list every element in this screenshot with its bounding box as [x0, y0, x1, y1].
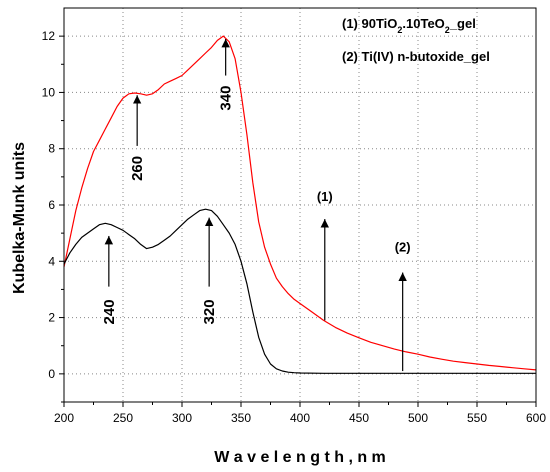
y-tick-label: 2 — [48, 311, 55, 325]
legend-subscript: 2 — [445, 25, 450, 35]
series-layer — [63, 35, 537, 374]
peak-label-340: 340 — [218, 86, 235, 111]
peak-label-260: 260 — [129, 156, 146, 181]
y-axis-title: Kubelka-Munk units — [11, 142, 28, 294]
x-tick-label: 500 — [408, 411, 428, 425]
y-tick-label: 8 — [48, 142, 55, 156]
legend-subscript: 2 — [397, 25, 402, 35]
peak-label-240: 240 — [101, 299, 118, 324]
curve-label: (2) — [395, 239, 411, 254]
legend: (1) 90TiO2.10TeO2_gel (2) Ti(IV) n-butox… — [342, 16, 490, 64]
y-tick-label: 4 — [48, 254, 55, 268]
legend-text-part: (2) Ti(IV) n-butoxide_gel — [342, 49, 490, 64]
x-tick-label: 600 — [526, 411, 546, 425]
x-tick-label: 450 — [349, 411, 369, 425]
x-axis-title: W a v e l e n g t h , n m — [214, 449, 386, 466]
annotations: 260 340 240 320 (1) (2) — [101, 38, 411, 372]
axes: 200 250 300 350 400 450 500 550 600 0 2 4 6 8 10 12 — [42, 7, 546, 425]
y-tick-label: 6 — [48, 198, 55, 212]
y-tick-label: 10 — [42, 85, 56, 99]
series-line-2 — [63, 208, 536, 374]
x-tick-label: 400 — [290, 411, 310, 425]
legend-text-part: .10TeO — [402, 16, 444, 31]
legend-entry-2: (2) Ti(IV) n-butoxide_gel — [342, 49, 490, 64]
legend-text-part: _gel — [449, 16, 476, 31]
grid — [64, 8, 536, 402]
x-tick-label: 300 — [172, 411, 192, 425]
curve-label: (1) — [317, 189, 333, 204]
x-tick-label: 250 — [113, 411, 133, 425]
y-tick-label: 12 — [42, 29, 56, 43]
x-tick-label: 550 — [467, 411, 487, 425]
legend-text-part: (1) 90TiO — [342, 16, 397, 31]
peak-label-320: 320 — [201, 299, 218, 324]
series-line-1 — [63, 35, 537, 371]
y-tick-label: 0 — [48, 367, 55, 381]
x-tick-label: 200 — [54, 411, 74, 425]
x-tick-label: 350 — [231, 411, 251, 425]
legend-entry-1: (1) 90TiO2.10TeO2_gel — [342, 16, 476, 35]
